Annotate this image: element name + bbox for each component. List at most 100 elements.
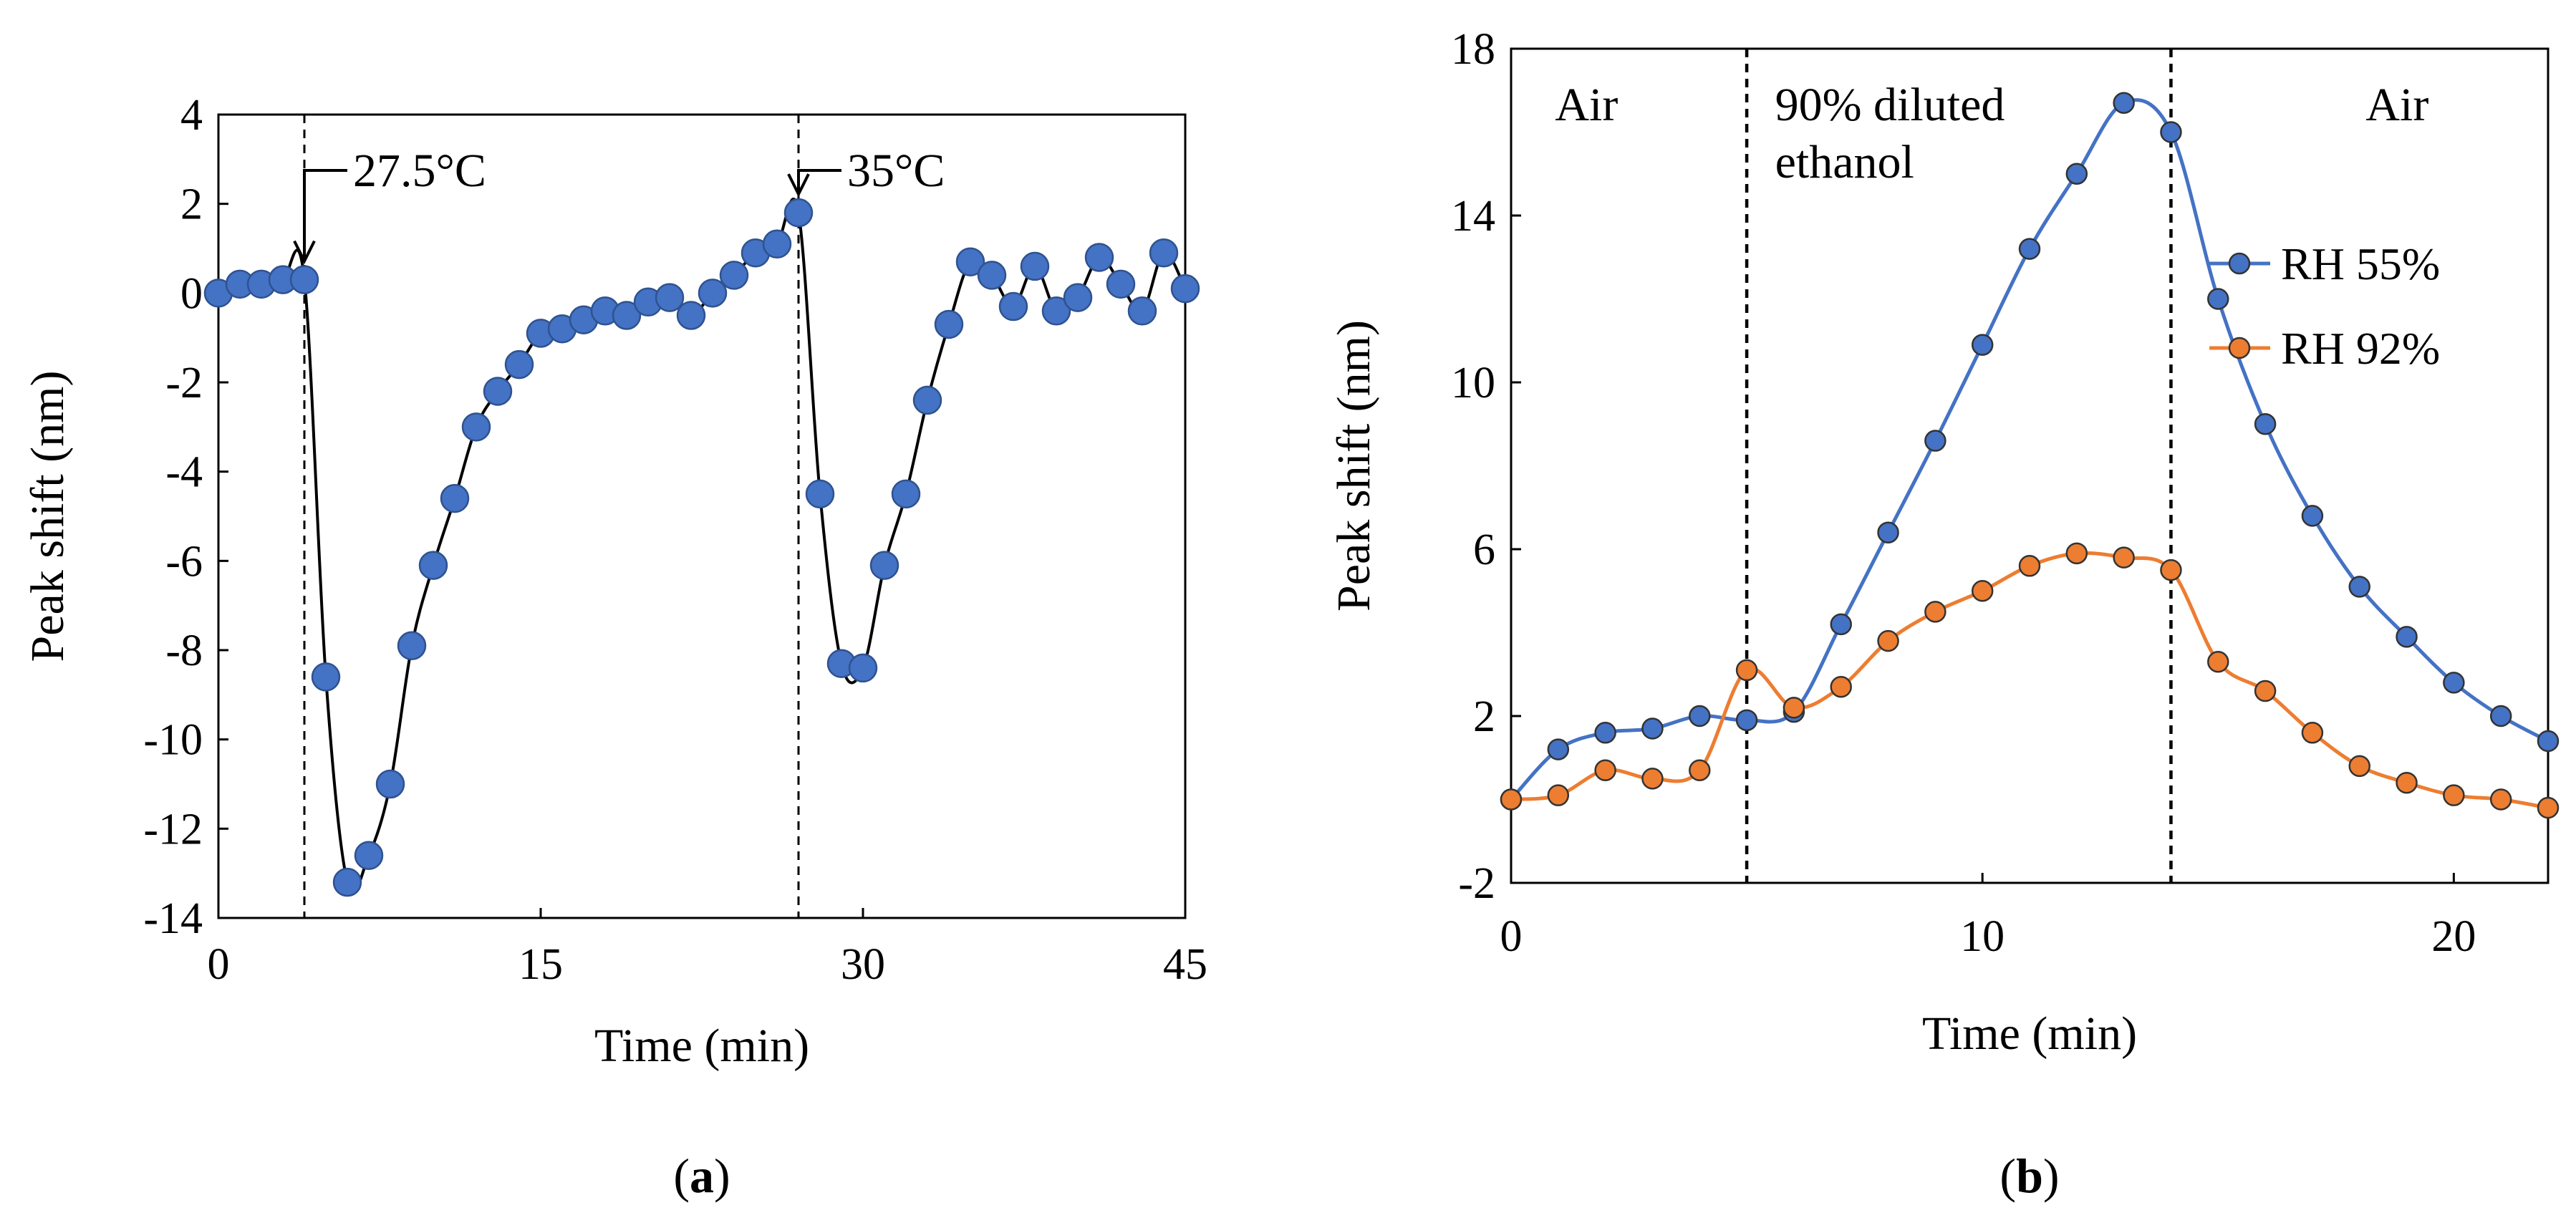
legend-label-b: RH 55% xyxy=(2281,238,2440,289)
y-tick-label-b: 14 xyxy=(1451,192,1495,241)
data-point-2-b xyxy=(1735,659,1758,682)
x-tick-label-b: 20 xyxy=(2431,912,2476,961)
data-point-a xyxy=(698,279,728,308)
y-tick-label-b: 2 xyxy=(1473,692,1495,741)
data-point-a xyxy=(440,483,470,513)
data-point-2-b xyxy=(1924,601,1947,623)
data-point-a xyxy=(1127,296,1157,326)
y-tick-label-a: -8 xyxy=(165,627,203,675)
data-point-2-b xyxy=(1783,697,1805,719)
data-point-a xyxy=(612,301,642,330)
annotation-arrow-a xyxy=(797,169,841,195)
data-point-a xyxy=(354,841,384,870)
data-point-1-b xyxy=(1971,334,1994,356)
region-label-b: Air xyxy=(1555,79,1618,131)
data-point-a xyxy=(762,229,792,259)
data-point-a xyxy=(1041,296,1071,326)
data-point-2-b xyxy=(2065,542,2088,565)
y-axis-title-a: Peak shift (nm) xyxy=(21,371,74,662)
data-point-a xyxy=(1084,243,1114,272)
data-point-a xyxy=(998,291,1028,321)
y-tick-label-a: -4 xyxy=(165,448,203,497)
data-point-1-b xyxy=(2065,163,2088,185)
data-point-2-b xyxy=(1971,580,1994,602)
x-tick-label-a: 15 xyxy=(518,940,563,989)
data-point-a xyxy=(805,479,835,509)
annotation-arrow-a xyxy=(303,169,347,261)
data-point-2-b xyxy=(2254,680,2277,702)
x-tick-label-a: 0 xyxy=(208,940,230,989)
data-point-1-b xyxy=(2207,288,2229,310)
legend-swatch-marker-b xyxy=(2228,337,2251,359)
data-point-a xyxy=(289,265,319,294)
data-point-2-b xyxy=(2301,722,2324,744)
data-point-1-b xyxy=(1689,705,1711,727)
data-point-a xyxy=(891,479,921,509)
y-tick-label-b: 10 xyxy=(1451,359,1495,407)
data-point-2-b xyxy=(1830,675,1852,698)
annotation-arrowhead-a xyxy=(787,173,810,198)
y-tick-label-a: -12 xyxy=(143,805,203,854)
y-tick-label-a: -10 xyxy=(143,716,203,765)
data-point-a xyxy=(504,349,534,379)
data-point-1-b xyxy=(2443,672,2465,694)
x-tick-label-a: 30 xyxy=(841,940,885,989)
x-axis-title-b: Time (min) xyxy=(1922,1007,2137,1060)
data-point-2-b xyxy=(1641,768,1664,790)
region-label-b: Air xyxy=(2365,79,2428,131)
data-point-a xyxy=(676,301,706,330)
data-point-1-b xyxy=(2301,505,2324,527)
data-point-a xyxy=(461,412,491,442)
data-point-1-b xyxy=(1547,738,1570,760)
data-point-a xyxy=(977,261,1007,290)
data-point-1-b xyxy=(2160,121,2182,143)
annotation-label-a: 27.5°C xyxy=(353,145,486,197)
caption-b: (b) xyxy=(1999,1149,2059,1203)
data-point-1-b xyxy=(2018,238,2041,260)
annotation-label-a: 35°C xyxy=(847,145,945,197)
data-point-2-b xyxy=(2160,559,2182,581)
data-point-a xyxy=(1106,269,1136,299)
data-point-a xyxy=(1063,283,1093,312)
data-point-1-b xyxy=(2537,730,2560,753)
region-label-b: ethanol xyxy=(1775,136,1914,188)
data-point-2-b xyxy=(1594,759,1616,781)
annotation-arrowhead-a xyxy=(293,240,316,265)
data-point-a xyxy=(397,631,427,661)
x-tick-label-a: 45 xyxy=(1163,940,1207,989)
chart-a: -14 -12 -10 -8 -6 -4 -2 0 2 4 0 15 30 45 Time (min) Pea… xyxy=(21,91,1207,1203)
data-point-1-b xyxy=(2396,626,2418,648)
data-point-2-b xyxy=(2113,546,2135,569)
y-tick-label-b: 18 xyxy=(1451,25,1495,74)
data-point-1-b xyxy=(2113,92,2135,114)
y-tick-label-a: 2 xyxy=(180,180,203,229)
chart-b: -2 2 6 10 14 18 0 10 20 Time (min) Peak shift (nm)… xyxy=(1328,25,2560,1203)
data-point-a xyxy=(719,261,749,290)
y-tick-label-a: -14 xyxy=(143,894,203,943)
data-point-2-b xyxy=(2537,796,2560,819)
data-point-1-b xyxy=(1830,613,1852,636)
y-tick-label-a: -2 xyxy=(165,359,203,407)
data-point-a xyxy=(783,198,814,228)
series-line-1-b xyxy=(1510,98,2550,801)
data-point-a xyxy=(311,662,341,692)
data-point-1-b xyxy=(1877,521,1899,543)
region-label-b: 90% diluted xyxy=(1775,79,2005,131)
data-point-2-b xyxy=(2489,788,2512,811)
data-point-1-b xyxy=(1924,430,1947,452)
y-tick-label-a: 4 xyxy=(180,91,203,140)
data-point-2-b xyxy=(1500,788,1523,811)
data-point-a xyxy=(483,377,513,406)
data-point-a xyxy=(955,247,985,276)
data-point-a xyxy=(1020,251,1050,281)
data-point-a xyxy=(912,385,942,415)
data-point-a xyxy=(934,309,964,339)
data-point-a xyxy=(375,769,405,799)
series-line-2-b xyxy=(1510,551,2549,810)
data-point-1-b xyxy=(2348,576,2370,598)
data-point-a xyxy=(1170,274,1200,304)
data-point-2-b xyxy=(1877,629,1899,652)
y-axis-title-b: Peak shift (nm) xyxy=(1328,320,1380,611)
data-point-2-b xyxy=(2443,784,2465,806)
